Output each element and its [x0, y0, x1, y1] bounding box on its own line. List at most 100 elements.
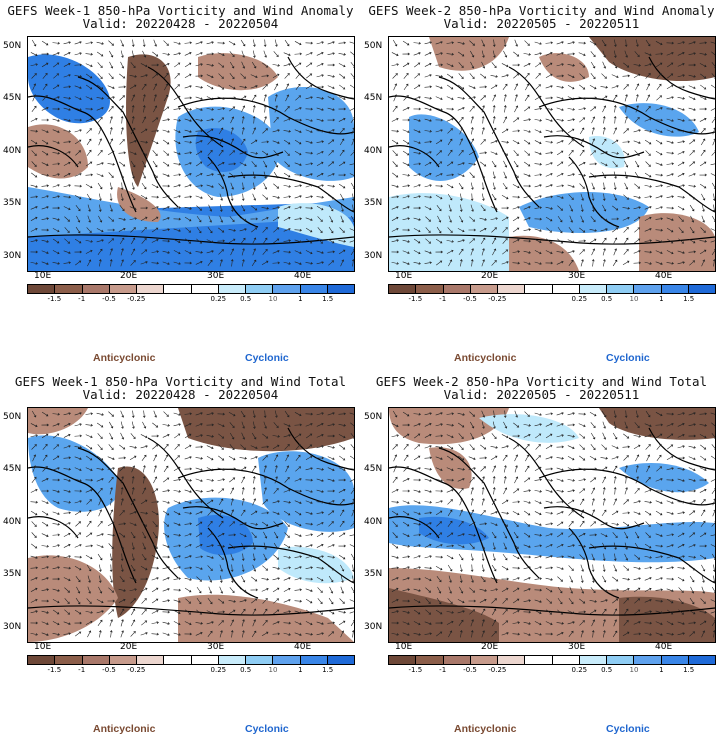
wind-arrow: [579, 117, 586, 123]
wind-arrow: [601, 608, 607, 615]
colorbar-tick-label: -0.25: [488, 295, 507, 303]
wind-arrow: [523, 118, 531, 122]
wind-arrow: [327, 172, 335, 177]
wind-arrow: [677, 521, 685, 526]
wind-arrow: [545, 500, 553, 504]
wind-arrow: [479, 217, 487, 221]
wind-arrow: [131, 487, 135, 495]
colorbar-tick-label: -1: [78, 666, 86, 674]
wind-arrow: [534, 490, 542, 493]
wind-arrow: [217, 96, 225, 100]
wind-arrow: [633, 195, 641, 199]
wind-arrow: [666, 555, 674, 559]
wind-arrow: [623, 194, 630, 200]
wind-arrow: [217, 161, 225, 166]
wind-arrow: [74, 500, 82, 504]
wind-arrow: [513, 172, 519, 178]
wind-arrow: [644, 621, 653, 625]
wind-arrow: [480, 73, 487, 79]
wind-arrow: [30, 423, 38, 428]
wind-arrow: [481, 432, 486, 440]
wind-arrow: [512, 621, 520, 624]
wind-arrow: [689, 597, 695, 605]
wind-arrow: [173, 250, 181, 255]
wind-arrow: [556, 510, 564, 515]
wind-arrow: [328, 260, 335, 266]
wind-arrow: [217, 173, 225, 177]
wind-arrow: [52, 162, 61, 166]
longitude-label: 30E: [568, 642, 586, 652]
wind-arrow: [261, 631, 269, 637]
wind-arrow: [173, 184, 181, 188]
wind-arrow: [294, 632, 302, 636]
wind-arrow: [273, 521, 279, 527]
wind-arrow: [75, 521, 81, 527]
wind-arrow: [413, 577, 422, 581]
wind-arrow: [195, 434, 203, 438]
wind-arrow: [328, 521, 334, 527]
wind-arrow: [490, 140, 498, 144]
wind-arrow: [701, 564, 706, 572]
wind-arrow: [219, 586, 224, 594]
wind-arrow: [151, 434, 160, 438]
wind-arrow: [239, 162, 247, 167]
wind-arrow: [41, 206, 49, 210]
wind-arrow: [523, 217, 531, 221]
wind-arrow: [206, 435, 214, 438]
wind-arrow: [514, 105, 519, 113]
wind-arrow: [424, 206, 432, 211]
wind-arrow: [534, 173, 543, 177]
wind-arrow: [74, 41, 82, 45]
wind-arrow: [711, 62, 715, 68]
wind-arrow: [305, 533, 313, 537]
wind-arrow: [350, 444, 354, 450]
wind-arrow: [602, 171, 607, 179]
wind-arrow: [534, 577, 542, 581]
wind-arrow: [501, 216, 509, 221]
wind-arrow: [316, 161, 324, 167]
wind-arrow: [534, 621, 542, 626]
wind-arrow: [184, 216, 192, 222]
wind-arrow: [600, 522, 608, 526]
wind-arrow: [535, 455, 541, 461]
wind-arrow: [195, 260, 203, 265]
wind-arrow: [327, 74, 335, 78]
wind-arrow: [644, 117, 652, 122]
wind-arrow: [690, 586, 695, 594]
vorticity-shading: [198, 514, 253, 555]
wind-arrow: [229, 216, 235, 223]
wind-arrow: [446, 117, 454, 122]
wind-arrow: [481, 39, 486, 47]
wind-arrow: [666, 129, 674, 134]
wind-arrow: [501, 140, 510, 144]
wind-arrow: [568, 161, 575, 167]
wind-arrow: [350, 215, 354, 222]
wind-arrow: [251, 161, 257, 168]
wind-arrow: [261, 74, 270, 78]
colorbar-tick-label: -0.5: [102, 295, 116, 303]
vorticity-shading: [278, 203, 354, 247]
wind-arrow: [263, 182, 268, 190]
wind-arrow: [230, 575, 234, 583]
colorbar-swatch: [552, 656, 580, 664]
wind-arrow: [184, 566, 193, 570]
wind-arrow: [96, 173, 104, 178]
wind-arrow: [579, 488, 586, 494]
wind-arrow: [195, 161, 203, 167]
wind-arrow: [263, 160, 268, 168]
wind-arrow: [491, 260, 497, 266]
wind-arrow: [514, 465, 518, 473]
wind-arrow: [230, 564, 234, 573]
wind-arrow: [567, 84, 575, 90]
wind-arrow: [402, 433, 410, 439]
wind-arrow: [490, 217, 498, 221]
wind-arrow: [52, 412, 61, 416]
wind-arrow: [239, 456, 247, 460]
wind-arrow: [468, 456, 476, 461]
wind-arrow: [140, 195, 148, 200]
wind-arrow: [184, 85, 192, 89]
wind-arrow: [633, 249, 641, 254]
wind-arrow: [142, 487, 147, 495]
wind-arrow: [711, 51, 715, 57]
wind-arrow: [590, 150, 597, 156]
